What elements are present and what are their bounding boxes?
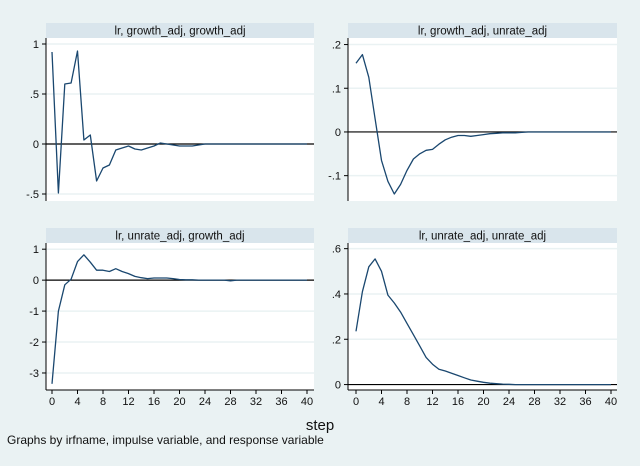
panel-title: lr, unrate_adj, growth_adj xyxy=(115,231,244,243)
irf-series-line xyxy=(355,258,611,386)
x-tick-label: 4 xyxy=(74,396,80,408)
x-tick-label: 8 xyxy=(100,396,106,408)
y-tick-label: .4 xyxy=(332,289,341,301)
x-tick-label: 24 xyxy=(199,396,211,408)
irf-series-line xyxy=(355,53,611,195)
y-tick-label: -3 xyxy=(29,368,39,380)
y-tick-label: -1 xyxy=(29,306,39,318)
x-tick-label: 36 xyxy=(579,396,591,408)
x-tick-label: 32 xyxy=(554,396,566,408)
irf-series-line xyxy=(51,50,307,194)
x-tick-label: 20 xyxy=(173,396,185,408)
plot-area xyxy=(46,38,314,201)
panel-1: lr, growth_adj, growth_adj 1 .5 0 -.5 xyxy=(26,23,314,201)
y-tick-label: 1 xyxy=(33,39,39,51)
x-tick-label: 24 xyxy=(503,396,515,408)
panel-3: lr, unrate_adj, growth_adj 1 0 -1 -2 -3 0 4 8 12 1… xyxy=(29,228,314,408)
x-tick-label: 0 xyxy=(353,396,359,408)
x-tick-label: 28 xyxy=(224,396,236,408)
x-tick-label: 4 xyxy=(378,396,384,408)
irf-series-line xyxy=(51,254,307,384)
y-tick-label: 0 xyxy=(33,275,39,287)
x-axis-title: step xyxy=(306,417,334,434)
panel-header xyxy=(46,23,314,38)
y-tick-label: 0 xyxy=(33,139,39,151)
panel-4: lr, unrate_adj, unrate_adj .6 .4 .2 00 4 8 12 16… xyxy=(332,228,617,408)
x-tick-label: 40 xyxy=(301,396,313,408)
y-tick-label: 0 xyxy=(335,380,341,392)
x-tick-label: 36 xyxy=(275,396,287,408)
y-tick-label: 0 xyxy=(335,127,341,139)
x-tick-label: 40 xyxy=(605,396,617,408)
x-tick-label: 20 xyxy=(477,396,489,408)
y-tick-label: .2 xyxy=(332,334,341,346)
y-tick-label: .2 xyxy=(332,40,341,52)
x-tick-label: 8 xyxy=(404,396,410,408)
panel-title: lr, growth_adj, growth_adj xyxy=(114,26,245,38)
x-tick-label: 16 xyxy=(452,396,464,408)
panel-title: lr, growth_adj, unrate_adj xyxy=(418,26,547,38)
y-tick-label: 1 xyxy=(33,244,39,256)
plot-area xyxy=(348,38,617,201)
plot-area xyxy=(348,243,617,390)
panel-title: lr, unrate_adj, unrate_adj xyxy=(419,231,546,243)
y-tick-label: .6 xyxy=(332,244,341,256)
plot-area xyxy=(46,243,314,390)
x-tick-label: 12 xyxy=(426,396,438,408)
x-tick-label: 0 xyxy=(49,396,55,408)
y-tick-label: -2 xyxy=(29,337,39,349)
y-tick-label: -.1 xyxy=(328,171,341,183)
y-tick-label: -.5 xyxy=(26,189,39,201)
x-tick-label: 12 xyxy=(122,396,134,408)
panel-header xyxy=(348,228,617,243)
panel-2: lr, growth_adj, unrate_adj .2 .1 0 -.1 xyxy=(328,23,617,201)
graph-note: Graphs by irfname, impulse variable, and… xyxy=(7,433,324,447)
x-tick-label: 28 xyxy=(528,396,540,408)
y-tick-label: .1 xyxy=(332,83,341,95)
panel-header xyxy=(46,228,314,243)
x-tick-label: 32 xyxy=(250,396,262,408)
panel-header xyxy=(348,23,617,38)
y-tick-label: .5 xyxy=(30,89,39,101)
x-tick-label: 16 xyxy=(148,396,160,408)
